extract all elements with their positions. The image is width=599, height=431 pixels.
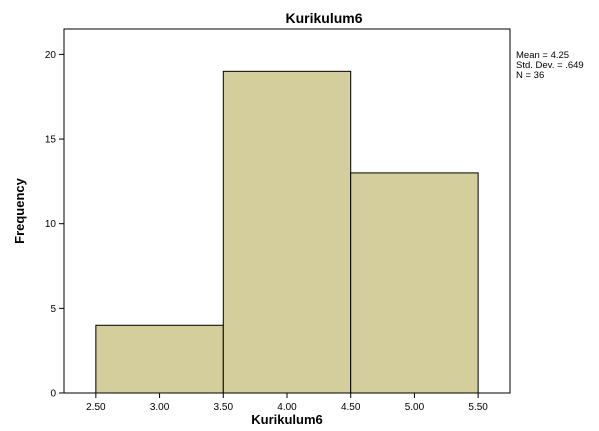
histogram-bar-1: [95, 324, 224, 394]
bars: [95, 70, 479, 394]
x-tick-label: 4.50: [341, 402, 361, 413]
stat-n: N = 36: [516, 70, 544, 81]
y-tick-label: 15: [45, 135, 57, 146]
x-tick-label: 4.00: [277, 402, 297, 413]
x-tick-label: 2.50: [86, 402, 106, 413]
x-axis: 2.50 3.00 3.50 4.00 4.50 5.00 5.50: [86, 393, 488, 413]
y-axis-label: Frequency: [12, 177, 27, 244]
x-tick-label: 5.00: [405, 402, 425, 413]
x-tick-label: 3.50: [214, 402, 234, 413]
x-axis-label: Kurikulum6: [251, 412, 323, 427]
x-tick-label: 5.50: [468, 402, 488, 413]
histogram-bar-2: [222, 70, 352, 394]
stats-legend: Mean = 4.25 Std. Dev. = .649 N = 36: [516, 50, 584, 81]
chart-title: Kurikulum6: [285, 10, 362, 26]
x-tick-label: 3.00: [150, 402, 170, 413]
y-axis: 0 5 10 15 20: [45, 50, 64, 400]
y-tick-label: 5: [50, 304, 56, 315]
y-tick-label: 10: [45, 219, 57, 230]
stat-mean: Mean = 4.25: [516, 50, 569, 61]
stat-std: Std. Dev. = .649: [516, 60, 584, 71]
y-tick-label: 20: [45, 50, 57, 61]
histogram-bar-3: [350, 172, 479, 394]
y-tick-label: 0: [50, 389, 56, 400]
